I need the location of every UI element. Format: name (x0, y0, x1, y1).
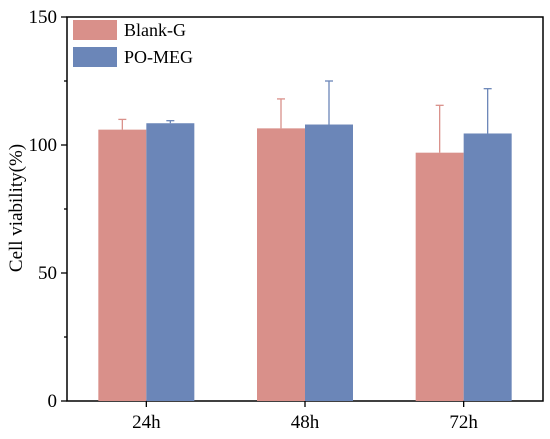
y-tick-label-50: 50 (38, 263, 57, 284)
bar-blank-g-24h (98, 129, 147, 401)
bar-po-meg-48h (305, 124, 353, 402)
y-tick-label-150: 150 (29, 7, 58, 28)
bar-po-meg-72h (463, 133, 512, 402)
bar-po-meg-24h (146, 123, 195, 402)
axes-group: 24h 48h 72h 0 50 100 150 (29, 7, 479, 433)
x-tick-label-72h: 72h (449, 412, 478, 433)
legend-swatch-blank-g (73, 20, 117, 40)
y-axis-label: Cell viability(%) (6, 144, 27, 272)
legend-swatch-po-meg (73, 47, 117, 67)
bar-blank-g-48h (257, 128, 305, 402)
x-tick-label-24h: 24h (132, 412, 161, 433)
bar-blank-g-72h (415, 152, 464, 401)
legend-label-po-meg: PO-MEG (124, 47, 193, 67)
bars-group (98, 80, 512, 402)
x-tick-label-48h: 48h (291, 412, 320, 433)
y-tick-label-0: 0 (48, 391, 58, 412)
legend-label-blank-g: Blank-G (124, 20, 186, 40)
legend: Blank-G PO-MEG (73, 20, 193, 67)
y-tick-label-100: 100 (29, 135, 58, 156)
